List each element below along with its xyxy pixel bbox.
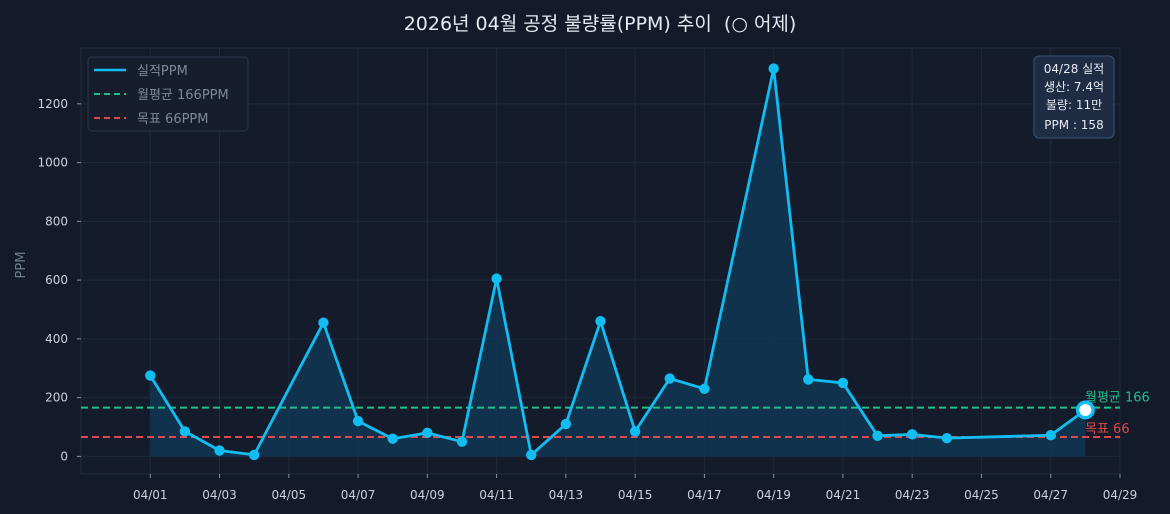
yesterday-point [1079,403,1092,416]
data-point [352,415,364,427]
y-tick-label: 800 [45,214,68,228]
data-point [595,316,606,327]
monthly-avg-label: 월평균 166 [1085,391,1150,406]
x-tick-label: 04/07 [341,488,376,502]
x-tick-label: 04/15 [618,488,653,502]
y-tick-label: 600 [45,273,68,287]
info-ppm-line: PPM : 158 [1044,118,1103,132]
data-point [907,429,918,440]
y-tick-label: 200 [45,391,68,405]
x-tick-label: 04/01 [133,488,168,502]
data-point [872,430,883,442]
legend-label-monthly-avg: 월평균 166PPM [137,88,229,103]
legend-label-actual: 실적PPM [137,64,188,79]
y-tick-label: 0 [60,449,68,463]
x-tick-label: 04/05 [272,488,307,502]
y-tick-label: 400 [45,332,68,346]
x-tick-label: 04/03 [202,488,237,502]
x-tick-label: 04/19 [756,488,791,502]
chart-title: 2026년 04월 공정 불량률(PPM) 추이 (○ 어제) [404,13,797,35]
x-tick-label: 04/29 [1103,488,1138,502]
data-point [248,449,260,461]
target-label: 목표 66 [1085,422,1130,437]
data-point [560,418,572,430]
data-point [214,445,225,456]
reference-lines: 월평균 166 목표 66 [81,391,1150,438]
x-tick-label: 04/17 [687,488,722,502]
x-tick-label: 04/09 [410,488,445,502]
actual-ppm-line [149,67,1087,457]
data-point [768,63,779,74]
x-tick-label: 04/23 [895,488,930,502]
info-defect-line: 불량: 11만 [1046,98,1102,112]
data-point [179,426,191,437]
data-point [387,433,398,444]
x-tick-label: 04/25 [964,488,999,502]
info-production-line: 생산: 7.4억 [1044,80,1104,94]
data-point [837,377,849,389]
actual-ppm-points [145,63,1056,461]
data-point [664,373,675,384]
y-axis-label: PPM [14,252,29,279]
info-box-frame [1033,55,1115,139]
data-point [491,273,502,284]
x-tick-label: 04/13 [549,488,584,502]
x-tick-label: 04/11 [479,488,514,502]
data-point [456,436,468,447]
yesterday-highlight [1075,400,1095,420]
data-point [318,317,329,328]
y-axis-ticks: 0 200 400 600 800 1000 1200 [37,97,81,463]
yesterday-info-box: 04/28 실적 생산: 7.4억 불량: 11만 PPM : 158 [1033,55,1115,139]
data-point [699,383,710,394]
data-point [1045,430,1056,441]
legend-box [87,56,249,132]
data-point [145,370,156,381]
data-point [526,449,537,461]
data-point [629,426,641,437]
legend: 실적PPM 월평균 166PPM 목표 66PPM [87,56,249,132]
x-tick-label: 04/27 [1033,488,1068,502]
info-date-line: 04/28 실적 [1044,62,1104,76]
y-tick-label: 1000 [37,156,68,170]
data-point [803,374,814,385]
legend-label-target: 목표 66PPM [137,112,209,127]
data-point [941,432,953,444]
y-tick-label: 1200 [37,97,68,111]
x-tick-label: 04/21 [826,488,861,502]
x-axis-ticks: 04/01 04/03 04/05 04/07 04/09 04/11 04/13 04/15… [133,474,1137,502]
data-point [422,427,433,439]
